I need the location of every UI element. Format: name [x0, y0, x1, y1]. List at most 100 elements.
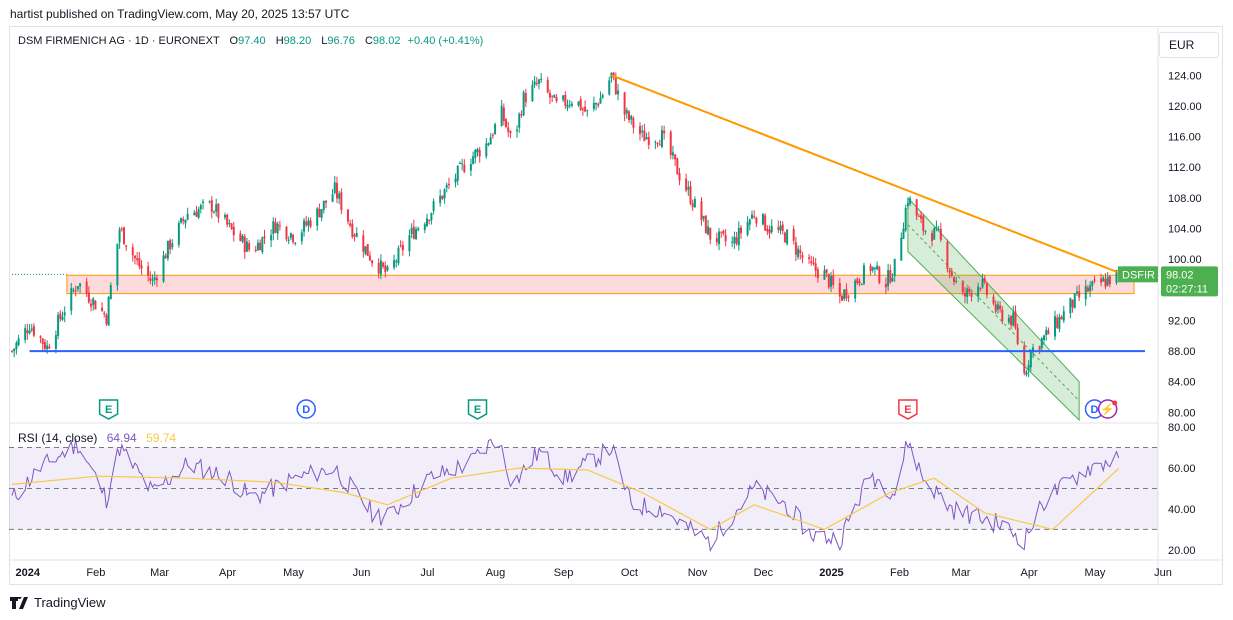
candle-body: [663, 130, 666, 134]
candle-body: [994, 304, 997, 312]
candle-body: [39, 336, 42, 338]
candle-body: [417, 228, 420, 231]
candle-body: [41, 338, 44, 344]
candle-body: [292, 234, 295, 242]
candle-body: [351, 223, 354, 237]
candle-body: [660, 130, 663, 147]
candle-body: [753, 216, 756, 218]
candle-body: [614, 77, 617, 95]
price-tick-label: 120.00: [1168, 101, 1202, 113]
candle-body: [691, 203, 694, 208]
candle-body: [46, 345, 49, 350]
candle-body: [625, 110, 628, 114]
candle-body: [202, 201, 205, 204]
candle-body: [74, 290, 77, 292]
close-value: 98.02: [372, 35, 401, 47]
candle-body: [518, 113, 521, 128]
candle-body: [1075, 291, 1078, 294]
candle-body: [447, 183, 450, 185]
candle-body: [983, 278, 986, 282]
candle-body: [491, 135, 494, 137]
candle-body: [533, 81, 536, 85]
candle-body: [169, 240, 172, 250]
candle-body: [601, 95, 604, 98]
candle-body: [72, 289, 75, 291]
currency-button[interactable]: EUR: [1159, 32, 1219, 58]
candle-body: [1014, 311, 1017, 328]
candle-body: [1069, 297, 1072, 314]
candle-body: [307, 220, 310, 226]
candle-body: [263, 236, 266, 239]
candle-body: [182, 219, 185, 222]
candle-body: [500, 105, 503, 127]
candle-body: [722, 230, 725, 234]
candle-body: [746, 222, 749, 235]
candle-body: [395, 261, 398, 263]
candle-body: [871, 267, 874, 271]
candle-body: [612, 72, 615, 77]
candle-body: [847, 296, 850, 298]
candle-body: [843, 289, 846, 300]
time-tick-label: Apr: [1021, 567, 1038, 579]
candle-body: [285, 226, 288, 240]
candle-body: [656, 143, 659, 145]
candle-body: [439, 195, 442, 203]
candle-body: [632, 118, 635, 128]
candle-body: [801, 255, 804, 258]
candle-body: [349, 223, 352, 226]
candle-body: [669, 131, 672, 156]
rsi-pane: 80.00 60.00 40.00 20.00: [9, 422, 1196, 557]
candle-body: [1025, 372, 1028, 375]
candle-body: [87, 292, 90, 303]
candle-body: [489, 137, 492, 145]
price-tick-label: 104.00: [1168, 224, 1202, 236]
candle-body: [707, 226, 710, 235]
candle-body: [377, 263, 380, 274]
candle-body: [1010, 316, 1013, 326]
resistance-zone-rect: [66, 274, 1135, 295]
candle-body: [397, 247, 400, 264]
candle-body: [1058, 316, 1061, 329]
candle-body: [783, 232, 786, 243]
candle-body: [502, 107, 505, 122]
candle-body: [472, 156, 475, 164]
candle-body: [54, 335, 57, 349]
countdown-value: 02:27:11: [1166, 283, 1208, 295]
candle-body: [303, 220, 306, 232]
candle-body: [531, 84, 534, 102]
candle-body: [1102, 277, 1105, 282]
candle-body: [761, 213, 764, 225]
candle-body: [289, 233, 292, 238]
candle-body: [876, 265, 879, 270]
time-tick-label: Sep: [554, 567, 574, 579]
candle-body: [261, 237, 264, 253]
tradingview-logo[interactable]: TradingView: [10, 595, 106, 610]
earnings-icon: [98, 399, 119, 420]
candle-body: [647, 136, 650, 145]
candle-body: [116, 243, 119, 286]
candles: [11, 72, 1118, 377]
candle-body: [109, 285, 112, 299]
candle-body: [764, 215, 767, 231]
candle-body: [551, 95, 554, 97]
candle-body: [674, 154, 677, 160]
earnings-label: E: [474, 404, 481, 416]
axes: 124.00 120.00 116.00 112.00 108.00 104.00 100.…: [16, 70, 1218, 579]
candle-body: [900, 237, 903, 261]
candle-body: [456, 165, 459, 181]
candle-body: [107, 297, 110, 326]
candle-body: [195, 211, 198, 217]
candle-body: [553, 95, 556, 98]
candle-body: [340, 192, 343, 211]
candle-body: [138, 258, 141, 267]
candle-body: [770, 226, 773, 233]
candle-body: [1091, 281, 1094, 286]
candle-body: [678, 173, 681, 181]
candle-body: [917, 215, 920, 217]
candle-body: [276, 223, 279, 234]
candle-body: [966, 288, 969, 298]
dividend-label: D: [302, 404, 310, 416]
candle-body: [570, 103, 573, 106]
candle-body: [305, 221, 308, 226]
